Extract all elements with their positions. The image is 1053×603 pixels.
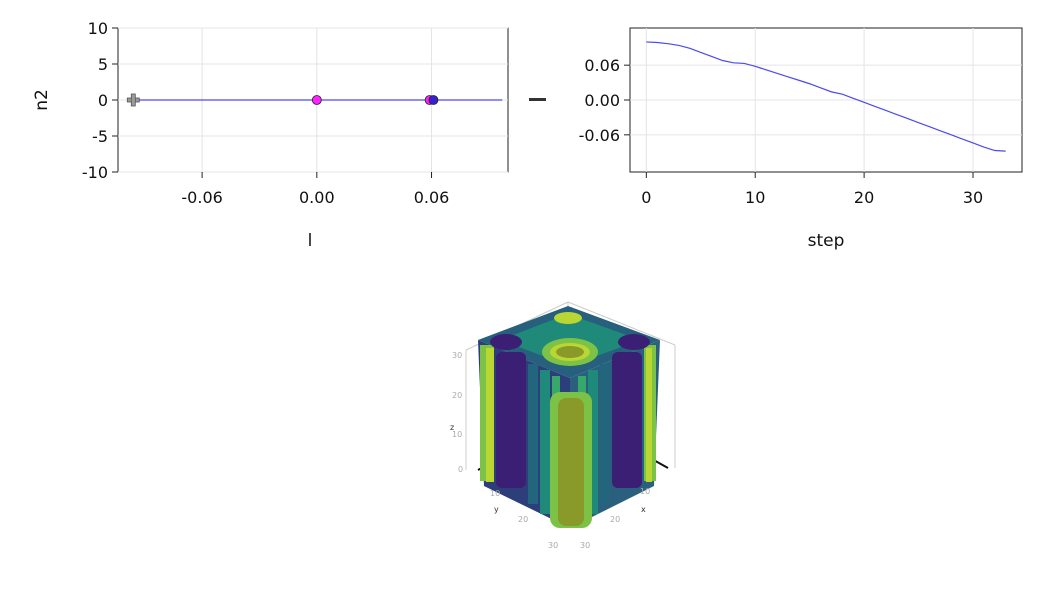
volume-y-tick-30: 30 (548, 541, 558, 550)
volume-z-tick-20: 20 (452, 391, 462, 400)
volume-top-lobe-left (490, 334, 522, 350)
p1-circle-marker (311, 95, 322, 105)
p1-ytick-label: 10 (88, 19, 108, 38)
volume-front-column-inner (558, 398, 584, 526)
panel-2-xlabel: step (808, 231, 845, 251)
p1-plus-marker (126, 93, 140, 107)
p1-xtick-label: -0.06 (181, 188, 222, 207)
volume-z-tick-0: 0 (458, 465, 463, 474)
volume-x-label: x (641, 505, 646, 514)
panel-1-xlabel: l (308, 231, 313, 251)
p1-ytick-label: 0 (98, 91, 108, 110)
p2-xtick-label: 0 (641, 188, 651, 207)
volume-x-tick-10: 10 (640, 487, 650, 496)
p1-xtick-label: 0.06 (414, 188, 450, 207)
p2-ytick-label: 0.06 (584, 56, 620, 75)
p1-xtick-label: 0.00 (299, 188, 335, 207)
volume-top-lobe-right (618, 334, 650, 350)
volume-z-tick-30: 30 (452, 351, 462, 360)
p1-ytick-label: -5 (92, 127, 108, 146)
volume-top-lobe-back (554, 312, 582, 324)
volume-y-tick-20: 20 (518, 515, 528, 524)
volume-ticks: 30 20 10 0 z 10 20 30 y 10 20 30 x (450, 351, 650, 550)
p2-ytick-label: -0.06 (579, 126, 620, 145)
panel-1-marks (126, 93, 503, 107)
p1-circle-marker (428, 95, 439, 105)
panel-2-ylabel-dash (529, 98, 546, 101)
p2-xtick-label: 20 (854, 188, 874, 207)
volume-y-label: y (494, 505, 499, 514)
volume-y-tick-10: 10 (490, 489, 500, 498)
p2-series-line-0 (646, 41, 1006, 152)
panel-1-ticks: -0.06 0.00 0.06 10 5 0 -5 -10 (82, 19, 449, 207)
volume-x-tick-30: 30 (580, 541, 590, 550)
panel-1-scatter: -0.06 0.00 0.06 10 5 0 -5 -10 l n2 (32, 19, 509, 251)
panel-3-volume: 30 20 10 0 z 10 20 30 y 10 20 30 x (450, 301, 676, 550)
panel-1-ylabel: n2 (32, 89, 52, 111)
panel-2-marks (646, 41, 1006, 152)
panel-2-grid (630, 28, 1022, 172)
p2-ytick-label: 0.00 (584, 91, 620, 110)
panel-2-ticks: 0 10 20 30 0.06 0.00 -0.06 (579, 56, 984, 207)
p1-ytick-label: 5 (98, 55, 108, 74)
volume-x-tick-20: 20 (610, 515, 620, 524)
volume-z-tick-10: 10 (452, 430, 462, 439)
volume-z-label: z (450, 423, 454, 432)
p2-xtick-label: 10 (745, 188, 765, 207)
p1-ytick-label: -10 (82, 163, 108, 182)
volume-top-ring-inner (556, 346, 584, 358)
panel-2-line: 0 10 20 30 0.06 0.00 -0.06 step (529, 27, 1023, 251)
p2-xtick-label: 30 (963, 188, 983, 207)
